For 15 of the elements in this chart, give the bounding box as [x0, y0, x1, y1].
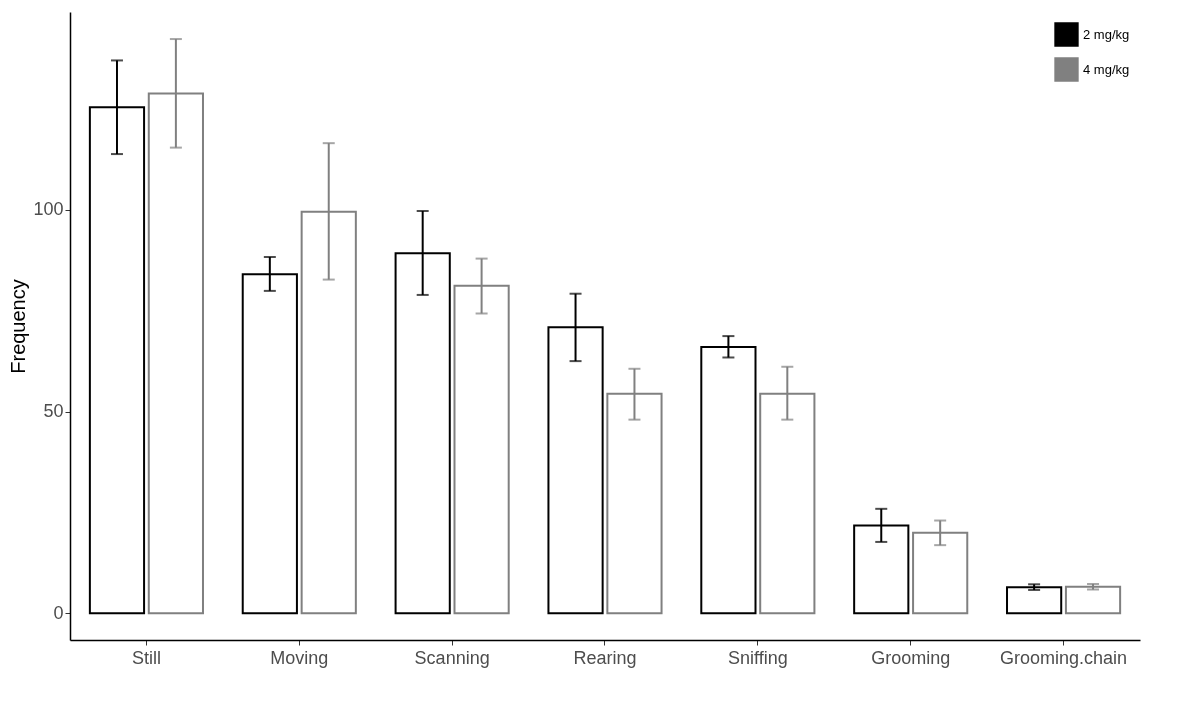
y-axis-title: Frequency — [7, 279, 30, 374]
x-tick-label: Still — [131, 647, 161, 668]
x-tick-label: Moving — [270, 647, 329, 668]
y-tick-label: 0 — [53, 602, 64, 623]
x-tick-label: Rearing — [573, 647, 637, 668]
bar — [1006, 586, 1063, 615]
bar — [1064, 585, 1122, 615]
y-tick-label: 50 — [43, 401, 64, 422]
legend-label: 2 mg/kg — [1083, 26, 1130, 42]
x-tick-label: Scanning — [414, 647, 490, 668]
x-tick-label: Grooming — [871, 647, 951, 668]
x-tick-label: Sniffing — [728, 647, 788, 668]
x-tick-label: Grooming.chain — [1000, 647, 1128, 668]
legend-label: 4 mg/kg — [1083, 61, 1130, 77]
y-tick-label: 100 — [33, 199, 64, 220]
